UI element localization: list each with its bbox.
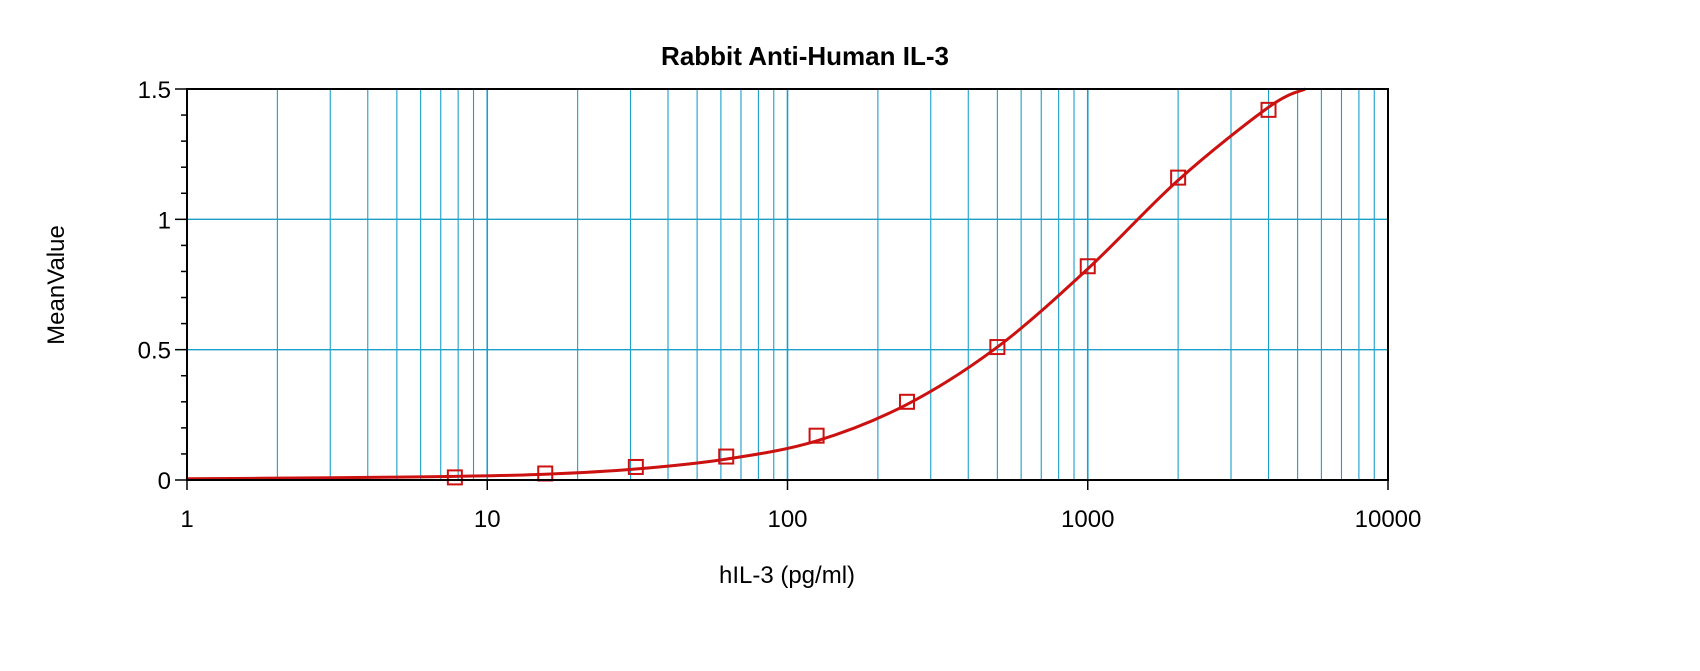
- y-tick-label: 1.5: [138, 77, 171, 104]
- x-tick-label: 10000: [1355, 506, 1422, 533]
- y-ticks: 0 0.5 1 1.5: [138, 77, 187, 495]
- y-tick-label: 0.5: [138, 338, 171, 365]
- x-tick-label: 100: [767, 506, 807, 533]
- y-tick-label: 0: [158, 468, 171, 495]
- data-point: [1079, 258, 1096, 275]
- fit-curve-group: [186, 87, 1306, 481]
- data-point: [989, 339, 1006, 356]
- data-point: [898, 393, 915, 410]
- data-point: [627, 458, 644, 475]
- x-ticks: 1 10 100 1000 10000: [180, 480, 1421, 533]
- data-point: [718, 448, 735, 465]
- x-axis-label: hIL-3 (pg/ml): [719, 562, 855, 589]
- data-points: [446, 101, 1277, 486]
- chart-title: Rabbit Anti-Human IL-3: [661, 41, 949, 71]
- x-tick-label: 10: [474, 506, 501, 533]
- data-point: [446, 469, 463, 486]
- x-tick-label: 1000: [1061, 506, 1114, 533]
- y-axis-label: MeanValue: [43, 225, 70, 345]
- data-point: [1260, 101, 1277, 118]
- fit-curve: [186, 87, 1306, 481]
- data-point: [808, 427, 825, 444]
- grid: [187, 89, 1388, 480]
- data-point: [1170, 169, 1187, 186]
- x-tick-label: 1: [180, 506, 193, 533]
- y-tick-label: 1: [158, 207, 171, 234]
